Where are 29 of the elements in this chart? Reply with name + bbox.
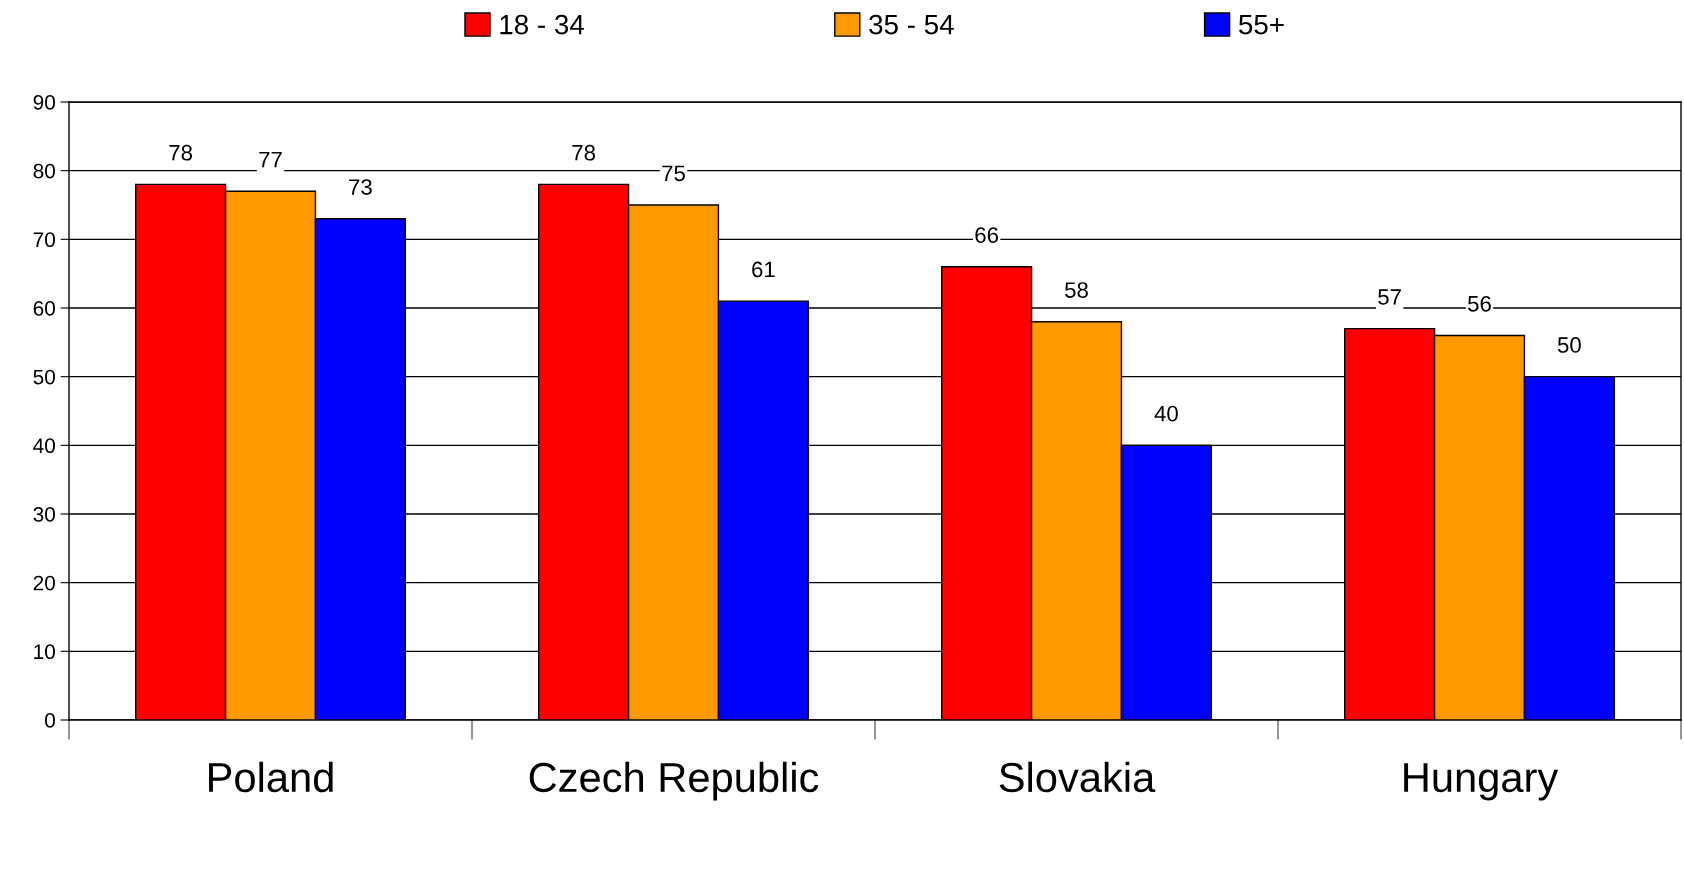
data-label: 57 <box>1378 289 1401 305</box>
y-tick-label: 40 <box>33 438 55 454</box>
y-tick-label: 30 <box>33 507 55 522</box>
y-tick-label: 10 <box>34 644 55 660</box>
data-label: 50 <box>1557 337 1581 353</box>
y-tick-label: 20 <box>33 575 55 591</box>
legend-label: 35 - 54 <box>869 14 954 35</box>
data-label: 77 <box>259 151 282 168</box>
data-label: 78 <box>169 144 193 161</box>
data-label: 78 <box>572 144 596 161</box>
y-tick-label: 60 <box>33 301 55 316</box>
legend-label: 55+ <box>1239 15 1284 35</box>
y-tick-label: 80 <box>33 163 55 179</box>
x-tick-label: Hungary <box>1404 763 1559 801</box>
data-label: 75 <box>662 165 685 182</box>
x-tick-label: Slovakia <box>999 761 1156 793</box>
x-tick-label: Czech Republic <box>529 761 819 801</box>
data-label: 61 <box>752 261 775 278</box>
y-tick-label: 0 <box>45 713 55 728</box>
data-label: 66 <box>975 227 999 243</box>
data-label: 40 <box>1154 405 1178 422</box>
y-tick-label: 50 <box>33 369 55 385</box>
data-label: 56 <box>1468 295 1491 312</box>
data-label: 73 <box>349 179 372 195</box>
x-tick-label: Poland <box>209 761 333 793</box>
y-tick-label: 90 <box>33 95 55 110</box>
data-label: 58 <box>1065 282 1088 298</box>
legend-label: 18 - 34 <box>500 14 584 35</box>
y-tick-label: 70 <box>33 232 55 248</box>
